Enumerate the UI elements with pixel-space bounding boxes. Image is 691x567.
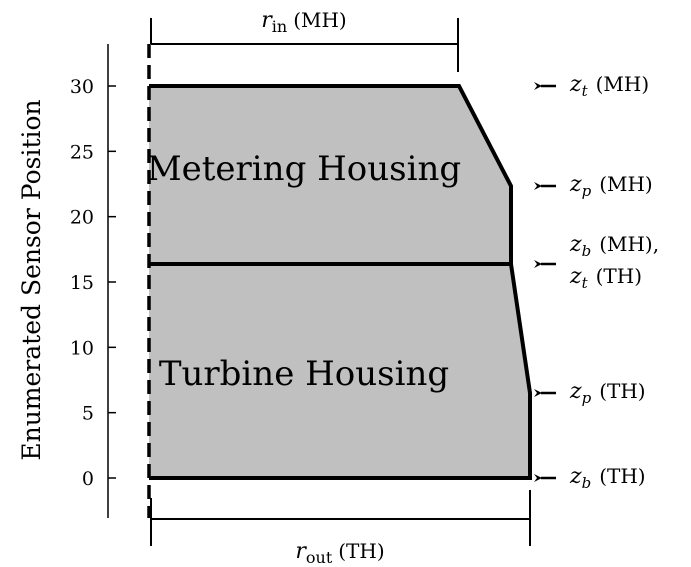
annotation-zp-mh: zp (MH) [534, 172, 653, 200]
svg-text:zt(MH): zt (MH) [569, 72, 649, 100]
annotation-zp-th: zp (TH) [534, 379, 646, 407]
annotation-zt-mh: zt (MH) [534, 72, 649, 100]
turbine-housing-region [149, 264, 530, 478]
metering-housing-label: Metering Housing [147, 149, 461, 189]
r-out-label: rout (TH) [295, 539, 384, 567]
y-tick-label: 20 [70, 207, 94, 229]
turbine-housing-label: Turbine Housing [159, 354, 449, 394]
y-tick-label: 5 [82, 403, 94, 425]
svg-text:zp(TH): zp (TH) [569, 379, 646, 407]
y-axis-ticks: 0 5 10 15 20 25 30 [70, 76, 116, 490]
y-axis-label: Enumerated Sensor Position [17, 99, 46, 460]
svg-text:zp(MH): zp (MH) [569, 172, 653, 200]
annotation-zb-mh-zt-th: zb (MH), zt (TH) [534, 232, 659, 292]
y-tick-label: 15 [70, 272, 94, 294]
r-out-dimension: rout (TH) [150, 490, 531, 567]
y-tick-label: 30 [70, 76, 94, 98]
svg-text:zb(TH): zb (TH) [569, 464, 646, 492]
y-axis: 0 5 10 15 20 25 30 Enumerated Sensor Position [17, 44, 116, 518]
metering-housing-region [149, 86, 511, 264]
svg-text:zb(MH),: zb (MH), [569, 232, 659, 260]
y-tick-label: 25 [70, 141, 94, 163]
y-tick-label: 0 [82, 468, 94, 490]
svg-text:zt(TH): zt (TH) [569, 264, 642, 292]
r-in-dimension: rin (MH) [150, 8, 459, 72]
y-tick-label: 10 [70, 337, 94, 359]
annotation-zb-th: zb (TH) [534, 464, 646, 492]
r-in-label: rin (MH) [261, 8, 346, 36]
